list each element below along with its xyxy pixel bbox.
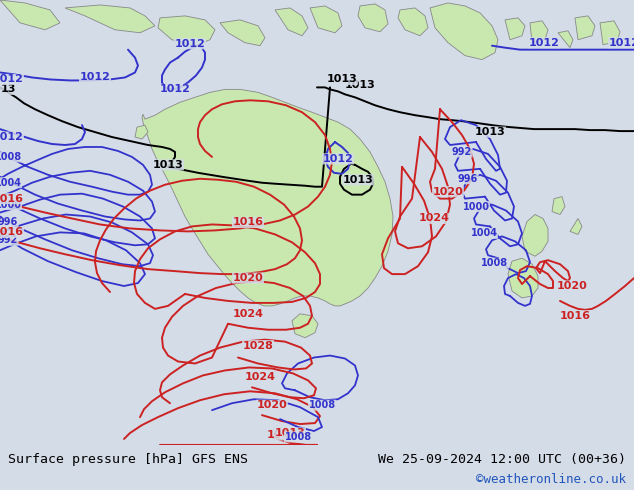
- Polygon shape: [0, 0, 60, 30]
- Polygon shape: [522, 215, 548, 256]
- Text: 1012: 1012: [529, 38, 559, 48]
- Polygon shape: [358, 4, 388, 32]
- Text: 1028: 1028: [243, 341, 273, 351]
- Polygon shape: [430, 3, 498, 60]
- Text: 1012: 1012: [0, 132, 23, 142]
- Text: 1020: 1020: [432, 187, 463, 196]
- Text: 1008: 1008: [285, 432, 311, 442]
- Polygon shape: [275, 8, 308, 36]
- Text: 996: 996: [0, 218, 18, 227]
- Text: 1024: 1024: [418, 214, 450, 223]
- Text: We 25-09-2024 12:00 UTC (00+36): We 25-09-2024 12:00 UTC (00+36): [378, 453, 626, 466]
- Polygon shape: [398, 8, 428, 36]
- Text: 1020: 1020: [257, 400, 287, 410]
- Polygon shape: [142, 89, 393, 306]
- Text: 1016: 1016: [559, 311, 590, 321]
- Text: 1013: 1013: [327, 74, 358, 84]
- Text: 1013: 1013: [475, 127, 505, 137]
- Polygon shape: [310, 6, 342, 33]
- Polygon shape: [558, 31, 573, 48]
- Text: 1024: 1024: [245, 372, 276, 382]
- Text: 1016: 1016: [0, 194, 23, 204]
- Text: 1020: 1020: [233, 273, 263, 283]
- Text: 1013: 1013: [275, 428, 306, 438]
- Text: 1004: 1004: [470, 228, 498, 238]
- Text: 1024: 1024: [233, 309, 264, 319]
- Polygon shape: [600, 21, 620, 45]
- Text: 1012: 1012: [609, 38, 634, 48]
- Polygon shape: [135, 125, 148, 139]
- Text: 992: 992: [0, 235, 18, 245]
- Polygon shape: [65, 5, 155, 33]
- Text: 1000: 1000: [0, 199, 22, 210]
- Text: 1020: 1020: [557, 281, 587, 291]
- Text: 1012: 1012: [0, 74, 23, 84]
- Text: 1008: 1008: [308, 400, 335, 410]
- Text: 1012: 1012: [160, 84, 190, 95]
- Polygon shape: [292, 314, 318, 338]
- Polygon shape: [508, 258, 538, 298]
- Text: 1016: 1016: [266, 430, 297, 440]
- Text: 1013: 1013: [342, 175, 373, 185]
- Polygon shape: [530, 21, 548, 43]
- Text: 1000: 1000: [462, 201, 489, 212]
- Text: 1012: 1012: [79, 73, 110, 82]
- Text: 13: 13: [0, 84, 16, 95]
- Text: 1012: 1012: [174, 39, 205, 49]
- Text: 1013: 1013: [153, 160, 183, 170]
- Text: 1008: 1008: [0, 152, 22, 162]
- Text: Surface pressure [hPa] GFS ENS: Surface pressure [hPa] GFS ENS: [8, 453, 248, 466]
- Polygon shape: [552, 196, 565, 215]
- Text: 1016: 1016: [0, 227, 23, 237]
- Text: 992: 992: [452, 147, 472, 157]
- Text: 1004: 1004: [0, 178, 22, 188]
- Text: 996: 996: [458, 174, 478, 184]
- Text: ©weatheronline.co.uk: ©weatheronline.co.uk: [476, 473, 626, 487]
- Polygon shape: [505, 18, 525, 40]
- Text: 1012: 1012: [323, 154, 353, 164]
- Text: 1016: 1016: [233, 218, 264, 227]
- Polygon shape: [575, 16, 595, 40]
- Polygon shape: [220, 20, 265, 46]
- Text: 1008: 1008: [481, 258, 508, 268]
- Polygon shape: [158, 16, 215, 46]
- Polygon shape: [570, 219, 582, 234]
- Text: 1013: 1013: [345, 80, 375, 91]
